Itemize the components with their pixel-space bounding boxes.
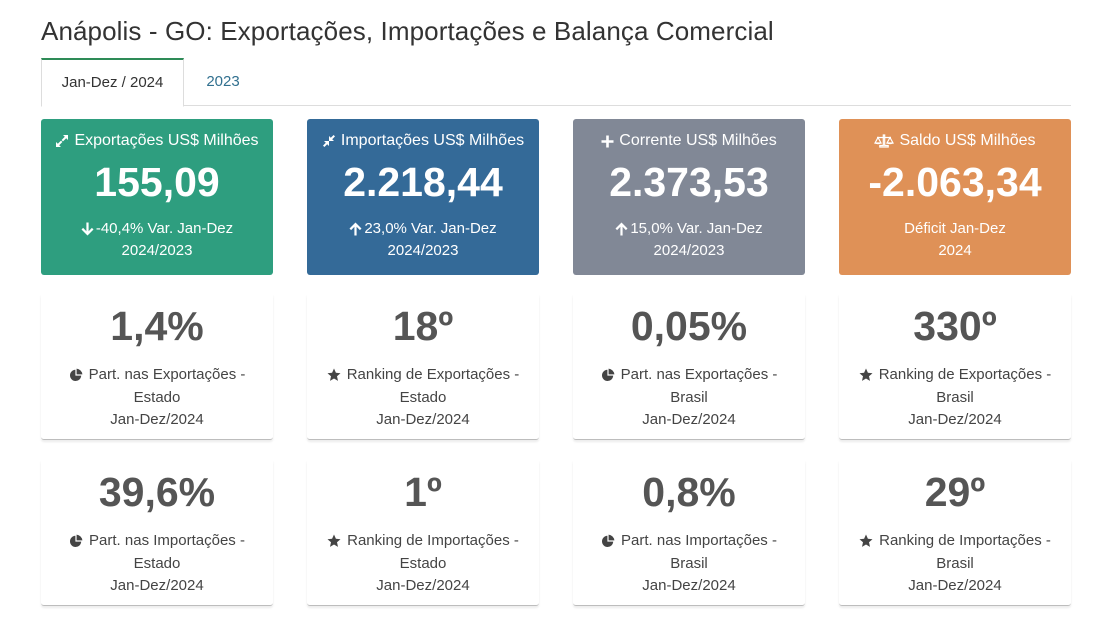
stat-label: Part. nas Importações - bbox=[621, 532, 777, 549]
tab-jan-dez-2024[interactable]: Jan-Dez / 2024 bbox=[41, 58, 184, 107]
stat-label: Part. nas Importações - bbox=[89, 532, 245, 549]
stat-label: Ranking de Exportações - bbox=[346, 366, 520, 383]
stat-label: Ranking de Exportações - bbox=[878, 366, 1052, 383]
stat-import-ranking-state: 1º Ranking de Importações - Estado Jan-D… bbox=[307, 460, 539, 606]
stat-value: 18º bbox=[392, 303, 454, 349]
exports-card-label: Exportações US$ Milhões bbox=[74, 132, 259, 149]
imports-variation: 23,0% Var. Jan-Dez bbox=[364, 220, 497, 237]
stat-label: Ranking de Importações - bbox=[347, 532, 519, 549]
stat-import-share-state: 39,6% Part. nas Importações - Estado Jan… bbox=[41, 460, 273, 606]
stat-export-share-state: 1,4% Part. nas Exportações - Estado Jan-… bbox=[41, 294, 273, 440]
page-title: Anápolis - GO: Exportações, Importações … bbox=[41, 16, 774, 46]
star-icon bbox=[859, 368, 873, 382]
arrow-up-icon bbox=[349, 222, 362, 236]
stat-value: 29º bbox=[924, 469, 986, 515]
stat-scope: Estado bbox=[133, 554, 181, 572]
trade-flow-period: 2024/2023 bbox=[653, 242, 725, 259]
stat-period: Jan-Dez/2024 bbox=[376, 577, 470, 594]
stat-scope: Estado bbox=[399, 554, 447, 572]
balance-status: Déficit Jan-Dez bbox=[904, 220, 1006, 237]
exports-variation: -40,4% Var. Jan-Dez bbox=[95, 220, 234, 237]
star-icon bbox=[327, 368, 341, 382]
stat-value: 39,6% bbox=[98, 469, 216, 515]
exports-period: 2024/2023 bbox=[121, 242, 193, 259]
balance-card: Saldo US$ Milhões -2.063,34 Déficit Jan-… bbox=[839, 119, 1071, 275]
balance-scale-icon bbox=[874, 134, 895, 148]
trade-flow-card: Corrente US$ Milhões 2.373,53 15,0% Var.… bbox=[573, 119, 805, 275]
stat-period: Jan-Dez/2024 bbox=[908, 577, 1002, 594]
stat-period: Jan-Dez/2024 bbox=[642, 411, 736, 428]
stat-period: Jan-Dez/2024 bbox=[376, 411, 470, 428]
expand-arrows-icon bbox=[56, 135, 69, 147]
stat-export-ranking-brazil: 330º Ranking de Exportações - Brasil Jan… bbox=[839, 294, 1071, 440]
compress-arrows-icon bbox=[322, 135, 335, 147]
period-tabs: Jan-Dez / 2024 2023 bbox=[41, 58, 1071, 107]
stat-value: 1º bbox=[404, 469, 442, 515]
exports-card: Exportações US$ Milhões 155,09 -40,4% Va… bbox=[41, 119, 273, 275]
stat-scope: Brasil bbox=[670, 554, 708, 572]
pie-chart-icon bbox=[69, 368, 83, 382]
trade-flow-variation: 15,0% Var. Jan-Dez bbox=[630, 220, 763, 237]
stat-period: Jan-Dez/2024 bbox=[642, 577, 736, 594]
stat-import-ranking-brazil: 29º Ranking de Importações - Brasil Jan-… bbox=[839, 460, 1071, 606]
imports-card: Importações US$ Milhões 2.218,44 23,0% V… bbox=[307, 119, 539, 275]
imports-value: 2.218,44 bbox=[343, 159, 503, 205]
balance-value: -2.063,34 bbox=[868, 159, 1042, 205]
star-icon bbox=[859, 534, 873, 548]
stat-period: Jan-Dez/2024 bbox=[908, 411, 1002, 428]
stat-label: Part. nas Exportações - bbox=[88, 366, 246, 383]
stat-label: Ranking de Importações - bbox=[879, 532, 1051, 549]
stat-value: 330º bbox=[913, 303, 997, 349]
star-icon bbox=[327, 534, 341, 548]
trade-flow-value: 2.373,53 bbox=[609, 159, 769, 205]
balance-period: 2024 bbox=[938, 242, 972, 259]
tab-2023[interactable]: 2023 bbox=[206, 73, 240, 90]
stat-value: 1,4% bbox=[110, 303, 204, 349]
imports-period: 2024/2023 bbox=[387, 242, 459, 259]
stat-export-share-brazil: 0,05% Part. nas Exportações - Brasil Jan… bbox=[573, 294, 805, 440]
stat-label: Part. nas Exportações - bbox=[620, 366, 778, 383]
stat-scope: Estado bbox=[399, 388, 447, 406]
stat-import-share-brazil: 0,8% Part. nas Importações - Brasil Jan-… bbox=[573, 460, 805, 606]
pie-chart-icon bbox=[602, 534, 615, 548]
stat-scope: Brasil bbox=[670, 388, 708, 406]
stat-value: 0,8% bbox=[642, 469, 736, 515]
trade-flow-card-label: Corrente US$ Milhões bbox=[619, 132, 777, 149]
pie-chart-icon bbox=[70, 534, 83, 548]
exports-value: 155,09 bbox=[94, 159, 220, 205]
stat-period: Jan-Dez/2024 bbox=[110, 577, 204, 594]
pie-chart-icon bbox=[601, 368, 615, 382]
stat-scope: Brasil bbox=[936, 388, 974, 406]
arrow-up-icon bbox=[615, 222, 628, 236]
imports-card-label: Importações US$ Milhões bbox=[340, 132, 525, 149]
stat-scope: Brasil bbox=[936, 554, 974, 572]
stat-value: 0,05% bbox=[630, 303, 748, 349]
balance-card-label: Saldo US$ Milhões bbox=[899, 132, 1036, 149]
arrow-down-icon bbox=[81, 222, 94, 236]
plus-icon bbox=[601, 135, 614, 147]
stat-scope: Estado bbox=[133, 388, 181, 406]
stat-period: Jan-Dez/2024 bbox=[110, 411, 204, 428]
stat-export-ranking-state: 18º Ranking de Exportações - Estado Jan-… bbox=[307, 294, 539, 440]
